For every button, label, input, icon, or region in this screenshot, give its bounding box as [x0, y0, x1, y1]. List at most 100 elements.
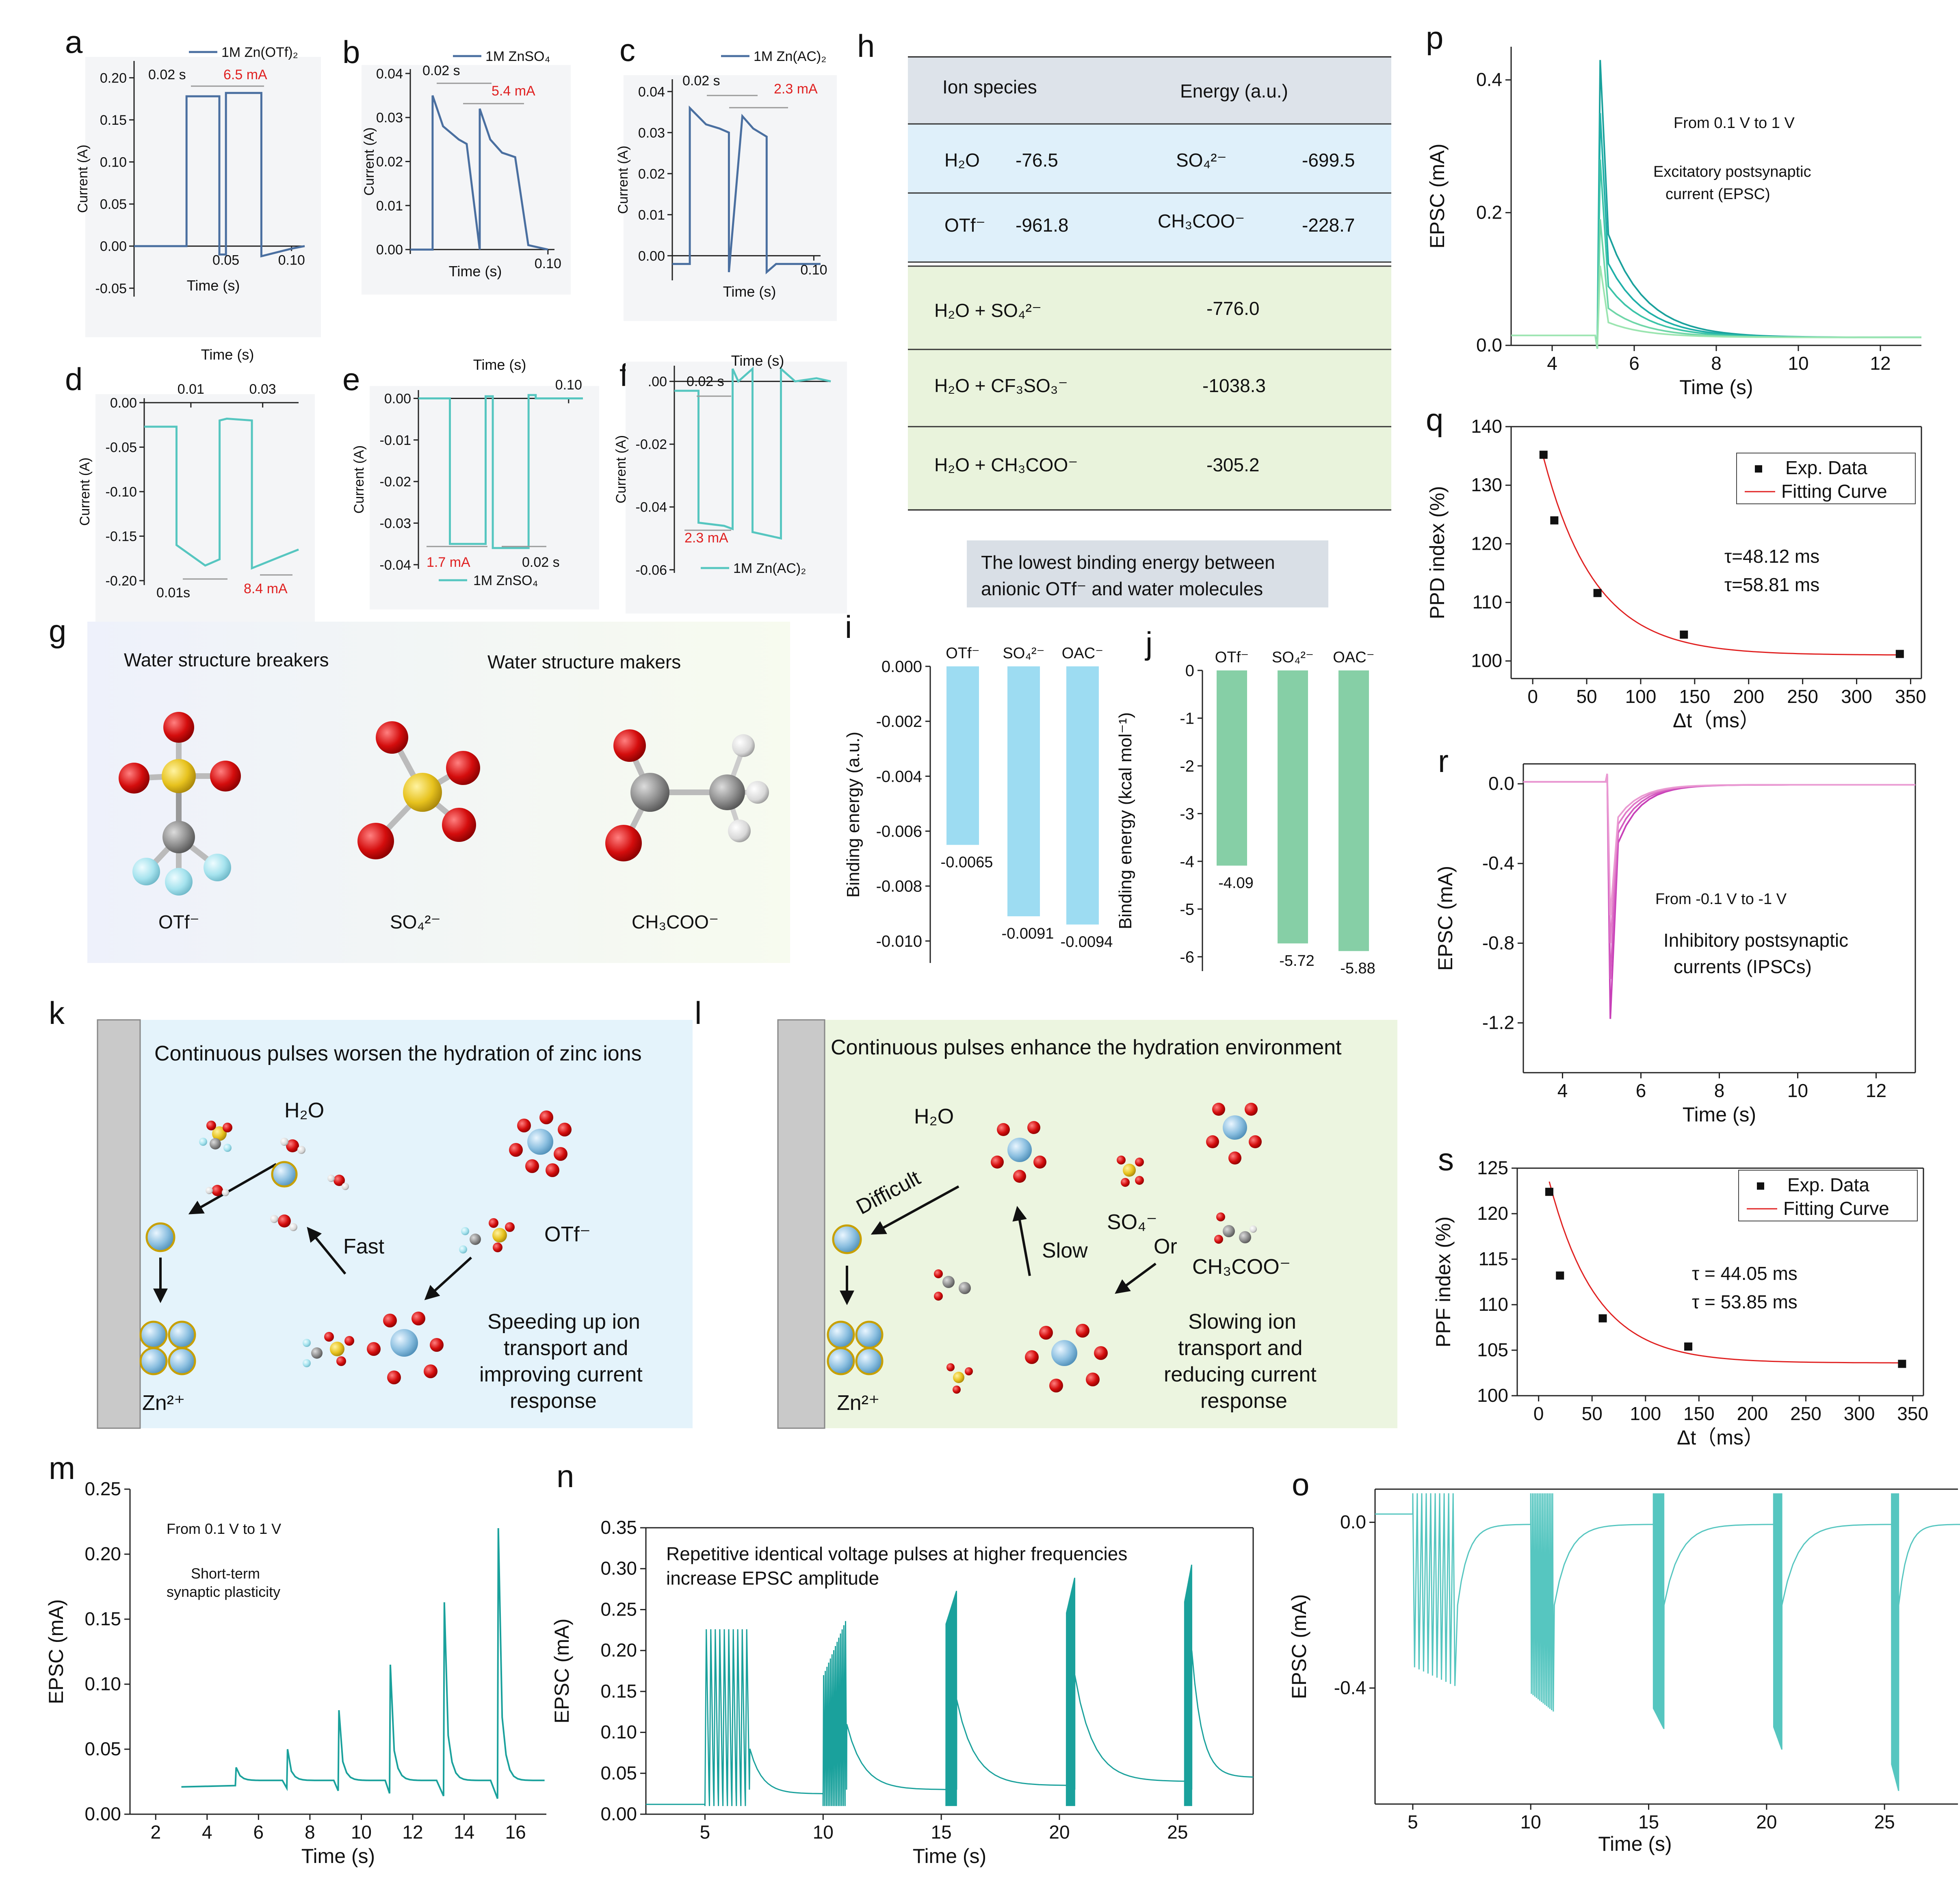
a-x-title: Time (s)	[187, 277, 240, 294]
panel-g-title-makers: Water structure makers	[487, 651, 681, 672]
panel-l: Continuous pulses enhance the hydration …	[777, 1019, 1397, 1429]
s-legend-box	[1738, 1170, 1918, 1221]
m-ytick-label-1: 0.05	[84, 1738, 121, 1759]
j-ytick-label-6: -6	[1180, 948, 1194, 966]
c-current-ann: 2.3 mA	[774, 81, 818, 97]
panel-label-g: g	[49, 613, 66, 649]
table-h-caption-1: The lowest binding energy between	[981, 552, 1275, 573]
j-bar-0	[1217, 670, 1247, 866]
o-ytick-label-0: 0.0	[1340, 1512, 1366, 1533]
table-h-g1v: -776.0	[1206, 298, 1259, 319]
p-xtick-label-3: 10	[1788, 353, 1808, 374]
table-h-r2c1: OTf⁻	[944, 215, 985, 236]
small-panel-annotations: 1M Zn(OTf)₂ 0.02 s 6.5 mA 1M ZnSO₄ 0.02 …	[148, 45, 826, 601]
panel-g-label-ch3coo: CH₃COO⁻	[632, 911, 719, 932]
j-y-title: Binding energy (kcal mol⁻¹)	[1115, 712, 1135, 929]
o-x-title: Time (s)	[1598, 1832, 1672, 1855]
i-bar-1	[1007, 666, 1040, 917]
d-ytick-label-0: 0.00	[110, 395, 137, 411]
panel-l-text-2: transport and	[1178, 1336, 1302, 1360]
n-annotation-1: increase EPSC amplitude	[666, 1568, 879, 1589]
panel-l-slow: Slow	[1042, 1239, 1088, 1262]
s-point-2	[1598, 1314, 1607, 1323]
s-annotation-0: τ = 44.05 ms	[1692, 1263, 1798, 1284]
panel-label-d: d	[65, 361, 82, 397]
q-ytick-label-3: 130	[1471, 474, 1502, 495]
panel-label-b: b	[342, 34, 360, 70]
panel-label-s: s	[1438, 1141, 1454, 1177]
j-data-label-0: -4.09	[1218, 874, 1254, 891]
q-annotation-0: τ=48.12 ms	[1724, 546, 1819, 567]
chart-p: 0.0 0.2 0.4 4 6 8 10 12 Time (s) EPSC (mA) From 0.…	[1426, 47, 1922, 399]
b-current-ann: 5.4 mA	[492, 83, 535, 99]
a-xtick-label-1: 0.10	[278, 253, 305, 268]
chart-s: 100 105 110 115 120 125 0 50 100 150 200 250 300 350 Δ…	[1432, 1157, 1928, 1449]
panel-label-h: h	[857, 28, 875, 64]
chart-r: 0.0 -0.4 -0.8 -1.2 4 6 8 10 12 Time (s) EPSC (mA) F…	[1434, 763, 1916, 1126]
i-bar-2	[1066, 666, 1099, 925]
f-ytick-label-2: -0.04	[636, 500, 667, 515]
i-ytick-label-2: -0.004	[876, 768, 922, 785]
q-point-0	[1539, 451, 1548, 459]
j-ytick-label-5: -5	[1180, 900, 1194, 918]
f-current-ann: 2.3 mA	[684, 530, 728, 546]
m-xtick-label-5: 12	[402, 1822, 423, 1843]
m-y-title: EPSC (mA)	[45, 1599, 67, 1704]
p-series-line-1	[1511, 113, 1921, 349]
j-category-2: OAC⁻	[1333, 649, 1374, 666]
table-h-header-bg	[908, 57, 1391, 124]
table-h-g2v: -1038.3	[1202, 375, 1266, 396]
table-h-r1c3: SO₄²⁻	[1176, 150, 1227, 171]
q-xtick-label-0: 0	[1527, 686, 1538, 707]
q-legend-label-1: Fitting Curve	[1781, 481, 1887, 502]
q-x-title: Δt（ms）	[1673, 709, 1760, 732]
j-data-label-1: -5.72	[1279, 952, 1315, 969]
s-xtick-label-7: 350	[1897, 1403, 1928, 1424]
b-ytick-label-4: 0.00	[376, 242, 403, 258]
q-legend-label-0: Exp. Data	[1785, 457, 1867, 478]
table-h-r2c3: CH₃COO⁻	[1158, 210, 1245, 232]
r-series-line-3	[1523, 774, 1915, 915]
s-xtick-label-0: 0	[1533, 1403, 1544, 1424]
s-legend-marker-0	[1757, 1182, 1764, 1190]
n-ytick-label-5: 0.25	[600, 1598, 637, 1620]
n-ytick-label-0: 0.00	[600, 1803, 637, 1824]
chart-i: 0.000 -0.002 -0.004 -0.006 -0.008 -0.010 OTf⁻ -…	[843, 645, 1113, 963]
f-time-ann: 0.02 s	[687, 374, 724, 389]
s-ytick-label-4: 120	[1477, 1203, 1508, 1224]
r-xtick-label-0: 4	[1557, 1080, 1568, 1101]
s-y-title: PPF index (%)	[1432, 1217, 1455, 1347]
s-legend-label-1: Fitting Curve	[1783, 1198, 1889, 1219]
i-data-label-0: -0.0065	[941, 854, 993, 871]
a-time-ann: 0.02 s	[148, 67, 186, 82]
n-xtick-label-1: 10	[813, 1822, 834, 1843]
p-y-title: EPSC (mA)	[1426, 143, 1449, 248]
j-data-label-2: -5.88	[1340, 960, 1375, 977]
r-annotation-0: From -0.1 V to -1 V	[1655, 891, 1787, 908]
j-bar-1	[1278, 670, 1308, 943]
i-y-title: Binding energy (a.u.)	[843, 732, 863, 898]
e-time-ann: 0.02 s	[522, 555, 560, 570]
o-ytick-label-1: -0.4	[1334, 1677, 1366, 1698]
b-y-title: Current (A)	[362, 127, 377, 195]
panel-k-zn-ions	[139, 1129, 553, 1375]
n-xtick-label-2: 15	[931, 1822, 952, 1843]
panel-k-h2o: H₂O	[284, 1099, 324, 1122]
e-plot-bg	[370, 386, 599, 609]
panel-label-p: p	[1426, 20, 1443, 56]
s-legend-label-0: Exp. Data	[1787, 1174, 1869, 1195]
d-series-line	[144, 417, 299, 570]
c-legend: 1M Zn(AC)₂	[754, 49, 826, 64]
e-ytick-label-0: 0.00	[384, 391, 411, 406]
n-annotation-0: Repetitive identical voltage pulses at h…	[666, 1543, 1127, 1564]
panel-k-title: Continuous pulses worsen the hydration o…	[154, 1042, 642, 1065]
b-legend: 1M ZnSO₄	[485, 49, 550, 64]
p-series-line-4	[1511, 265, 1921, 349]
c-ytick-label-0: 0.04	[638, 84, 665, 100]
e-x-title: Time (s)	[473, 356, 526, 373]
f-plot-bg	[626, 362, 847, 614]
p-ytick-label-0: 0.0	[1476, 334, 1502, 356]
panel-l-text-4: response	[1200, 1389, 1287, 1413]
b-x-title: Time (s)	[449, 263, 502, 280]
r-ytick-label-1: -0.4	[1482, 852, 1514, 874]
